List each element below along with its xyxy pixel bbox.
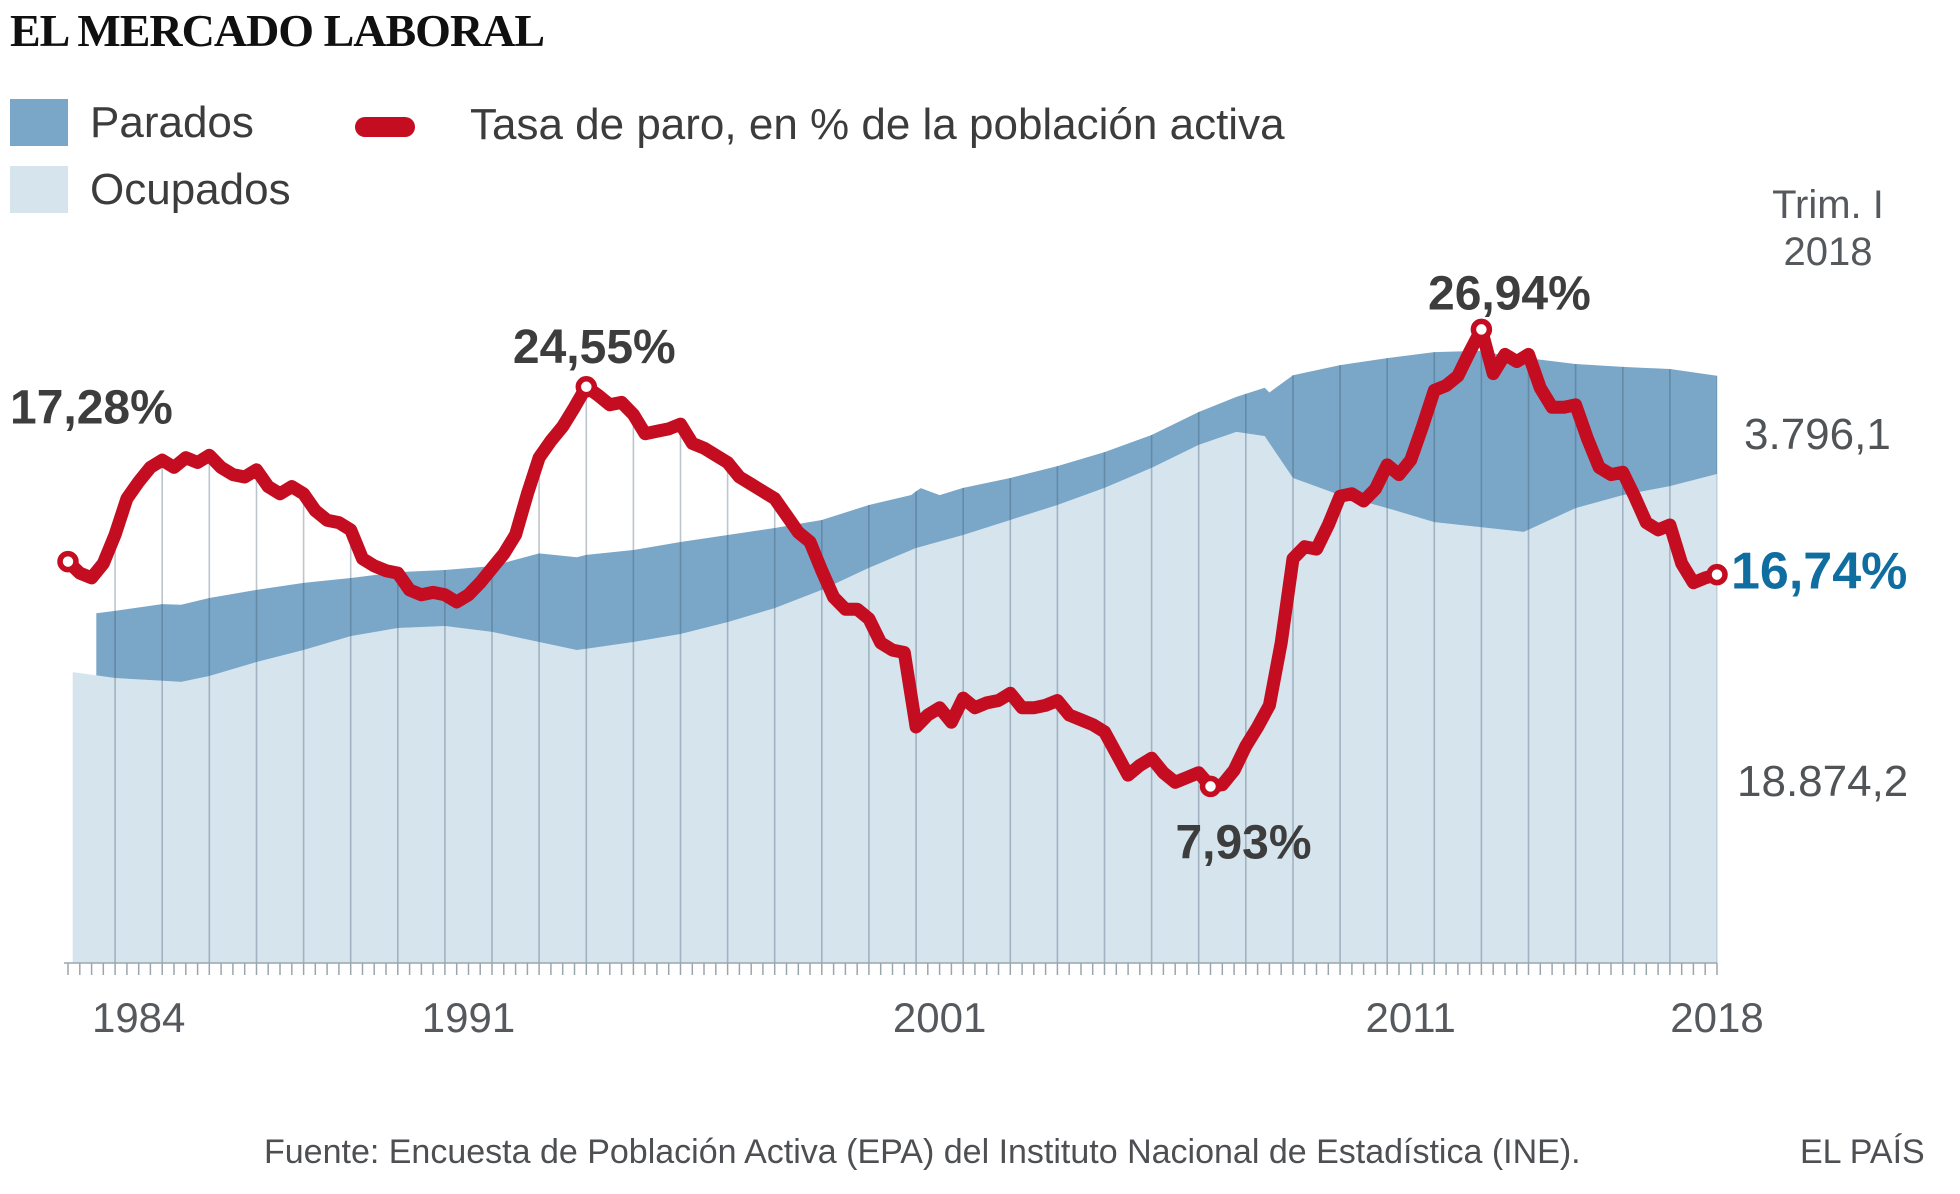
ocupados-area — [72, 431, 1718, 963]
tasa-line-sample-icon — [355, 117, 415, 137]
source-note: Fuente: Encuesta de Población Activa (EP… — [264, 1133, 1581, 1171]
x-tick-label: 2001 — [893, 994, 986, 1041]
annotation-2694: 26,94% — [1428, 267, 1591, 320]
parados-area — [96, 350, 1717, 682]
data-point-marker — [1706, 563, 1728, 586]
data-point-marker — [1199, 775, 1222, 798]
annotation-793: 7,93% — [1175, 816, 1311, 869]
data-point-marker — [1470, 318, 1493, 341]
latest-period-line2: 2018 — [1783, 230, 1873, 274]
data-point-marker — [575, 376, 598, 398]
annotation-1674: 16,74% — [1731, 543, 1907, 601]
x-tick-label: 2018 — [1670, 994, 1763, 1041]
publisher-credit: EL PAÍS — [1800, 1133, 1925, 1171]
annotation-1728: 17,28% — [10, 382, 173, 435]
x-tick-label: 1984 — [92, 994, 185, 1041]
ocupados-latest-value: 18.874,2 — [1737, 757, 1909, 806]
tasa-paro-line — [61, 322, 1724, 793]
parados-swatch-icon — [10, 99, 68, 146]
x-tick-label: 2011 — [1366, 994, 1456, 1041]
annotation-2455: 24,55% — [513, 321, 676, 374]
latest-period-line1: Trim. I — [1772, 183, 1884, 227]
data-point-marker — [57, 550, 79, 573]
page-title: EL MERCADO LABORAL — [10, 5, 545, 56]
legend-label-tasa: Tasa de paro, en % de la población activ… — [470, 100, 1285, 149]
ocupados-swatch-icon — [10, 166, 68, 213]
legend-label-parados: Parados — [90, 98, 254, 147]
latest-period-label: Trim. I 2018 — [1740, 182, 1916, 276]
x-tick-label: 1991 — [422, 994, 515, 1041]
parados-latest-value: 3.796,1 — [1744, 410, 1891, 459]
legend-label-ocupados: Ocupados — [90, 165, 291, 214]
